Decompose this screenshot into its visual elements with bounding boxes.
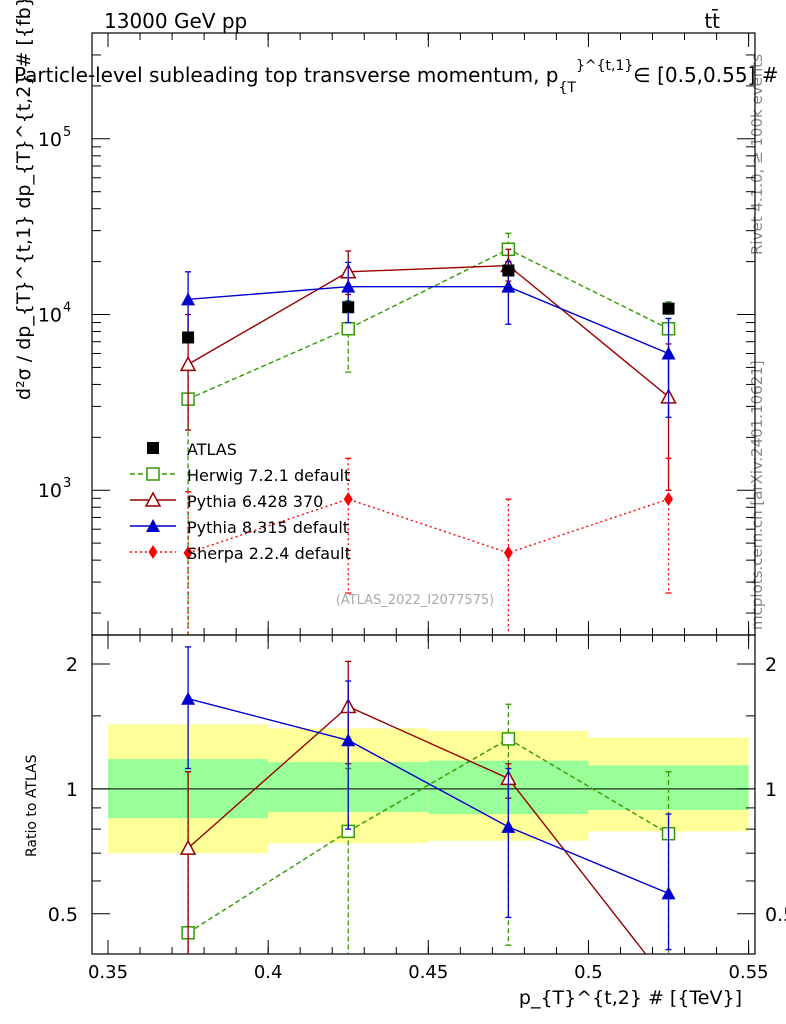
ratio-line <box>347 738 509 832</box>
x-tick-label: 0.55 <box>729 962 769 983</box>
y-tick-label: 10 <box>38 480 62 502</box>
series-line <box>187 264 669 398</box>
y-axis-label-main: d²σ / dp_{T}^{t,1} dp_{T}^{t,2} # [{fb} … <box>13 0 35 400</box>
series-4 <box>183 457 674 635</box>
ratio-y-tick-label: 1 <box>66 779 78 801</box>
ratio-point <box>501 819 516 833</box>
series-line <box>188 285 669 355</box>
y-tick-label: 10 <box>38 129 62 151</box>
y-tick-exponent: 3 <box>63 476 71 491</box>
data-point <box>661 346 676 360</box>
data-point <box>503 545 513 560</box>
series-0 <box>182 264 675 344</box>
legend-label: Sherpa 2.2.4 default <box>187 544 351 563</box>
ratio-point <box>179 839 197 855</box>
legend-label: Pythia 6.428 370 <box>187 492 323 511</box>
legend-entry: Pythia 6.428 370 <box>130 491 323 511</box>
legend: ATLAS Herwig 7.2.1 default Pythia 6.428 37… <box>130 440 351 563</box>
x-tick-label: 0.5 <box>574 962 603 983</box>
data-point <box>183 545 193 560</box>
x-tick-label: 0.35 <box>88 962 128 983</box>
ratio-panel-frame <box>91 634 756 955</box>
ratio-y-tick-label-right: 1 <box>765 779 777 801</box>
x-tick-label: 0.4 <box>254 962 283 983</box>
title-sub: {T <box>559 80 577 96</box>
ratio-line <box>347 705 509 780</box>
series-line <box>187 248 669 400</box>
y-axis-label-ratio: Ratio to ATLAS <box>24 754 40 857</box>
energy-label: 13000 GeV pp <box>104 9 247 33</box>
ratio-line <box>187 705 349 849</box>
title-suffix: ∈ [0.5,0.55] # {T <box>633 63 786 87</box>
legend-marker <box>146 467 160 481</box>
data-point <box>662 302 675 315</box>
ratio-line <box>187 698 349 741</box>
title-prefix: Particle-level subleading top transverse… <box>14 63 559 87</box>
ratio-y-tick-label-right: 2 <box>765 654 777 676</box>
ratio-point <box>341 733 356 747</box>
series-3 <box>181 260 676 418</box>
data-point <box>664 492 674 507</box>
data-point <box>341 321 355 336</box>
process-label: tt̄ <box>704 8 720 33</box>
legend-label: Herwig 7.2.1 default <box>187 466 350 485</box>
legend-entry: Pythia 8.315 default <box>130 518 349 537</box>
x-tick-label: 0.45 <box>408 962 448 983</box>
ratio-y-tick-label: 2 <box>66 654 78 676</box>
legend-entry: Herwig 7.2.1 default <box>130 466 350 485</box>
data-point <box>182 331 195 344</box>
x-axis-label: p_{T}^{t,2} # [{TeV}] <box>519 987 742 1009</box>
analysis-id: (ATLAS_2022_I2077575) <box>336 593 494 608</box>
ratio-point <box>501 732 516 746</box>
data-point <box>341 279 356 293</box>
ratio-line <box>347 739 509 828</box>
ratio-series-2 <box>179 660 647 955</box>
ratio-series-layer <box>179 646 676 955</box>
data-point <box>342 301 355 314</box>
ratio-y-tick-label: 0.5 <box>48 904 78 926</box>
ratio-line <box>508 738 669 835</box>
ratio-point <box>181 691 196 705</box>
legend-label: ATLAS <box>187 440 237 459</box>
y-tick-label: 10 <box>38 305 62 327</box>
title-sup: }^{t,1} <box>576 58 633 74</box>
legend-entry: ATLAS <box>147 440 237 459</box>
data-point <box>179 355 197 372</box>
ratio-point <box>661 886 676 900</box>
data-point <box>343 492 353 507</box>
ratio-line <box>507 777 647 955</box>
ratio-y-tick-label-right: 0.5 <box>765 904 786 926</box>
y-tick-exponent: 5 <box>63 125 71 140</box>
legend-marker <box>147 442 159 454</box>
mcplots-label: mcplots.cern.ch [arXiv:2401.10621] <box>748 360 766 630</box>
data-point <box>501 279 516 293</box>
rivet-label: Rivet 4.1.0, ≥ 100k events <box>748 54 766 255</box>
legend-marker <box>146 519 160 532</box>
ratio-line <box>508 826 669 895</box>
data-point <box>502 264 515 277</box>
y-tick-exponent: 4 <box>63 301 71 316</box>
plot-title: Particle-level subleading top transverse… <box>14 58 786 96</box>
legend-marker <box>144 491 162 507</box>
ratio-series-3 <box>181 646 676 951</box>
data-point <box>181 292 196 306</box>
legend-entry: Sherpa 2.2.4 default <box>130 544 351 563</box>
legend-marker <box>148 545 158 559</box>
main-series-layer <box>179 232 677 635</box>
legend-label: Pythia 8.315 default <box>187 518 349 537</box>
